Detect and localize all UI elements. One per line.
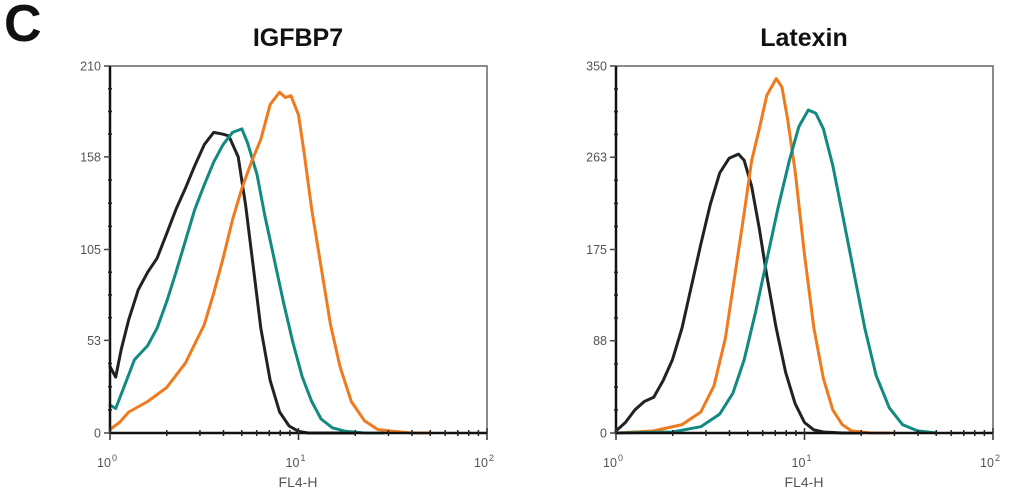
x-ticks: 100 101 102 <box>97 428 494 470</box>
x-tick-label: 100 <box>97 453 117 470</box>
x-tick-label: 102 <box>980 453 1000 470</box>
x-tick-label: 101 <box>792 453 812 470</box>
chart-latexin: Latexin 0 88 175 263 350 100 101 102 FL4-H <box>586 24 1000 490</box>
x-axis-label: FL4-H <box>785 474 824 490</box>
series-teal-line <box>108 127 385 435</box>
y-tick-label: 105 <box>80 243 101 257</box>
y-ticks: 0 88 175 263 350 <box>586 60 618 441</box>
y-tick-label: 350 <box>586 60 607 74</box>
histogram-curves <box>614 77 938 435</box>
chart-title: Latexin <box>760 24 848 52</box>
series-black-line <box>614 152 863 435</box>
series-teal-line <box>614 108 938 435</box>
y-ticks: 0 53 105 158 210 <box>80 60 112 441</box>
x-tick-label: 102 <box>474 453 494 470</box>
chart-igfbp7: IGFBP7 0 53 105 158 210 100 101 102 FL4-H <box>80 24 494 490</box>
series-black-line <box>108 130 357 435</box>
histogram-curves <box>108 90 432 435</box>
y-tick-label: 88 <box>593 334 607 348</box>
series-orange-line <box>614 77 891 435</box>
y-tick-label: 210 <box>80 60 101 74</box>
y-tick-label: 175 <box>586 243 607 257</box>
panel-letter: C <box>4 0 42 53</box>
x-tick-label: 101 <box>286 453 306 470</box>
x-axis-label: FL4-H <box>279 474 318 490</box>
y-tick-label: 0 <box>600 427 607 441</box>
y-tick-label: 263 <box>586 151 607 165</box>
x-ticks: 100 101 102 <box>603 428 1000 470</box>
y-tick-label: 0 <box>94 427 101 441</box>
series-orange-line <box>108 90 432 435</box>
chart-title: IGFBP7 <box>253 24 343 52</box>
x-tick-label: 100 <box>603 453 623 470</box>
y-tick-label: 158 <box>80 150 101 164</box>
y-tick-label: 53 <box>87 334 101 348</box>
